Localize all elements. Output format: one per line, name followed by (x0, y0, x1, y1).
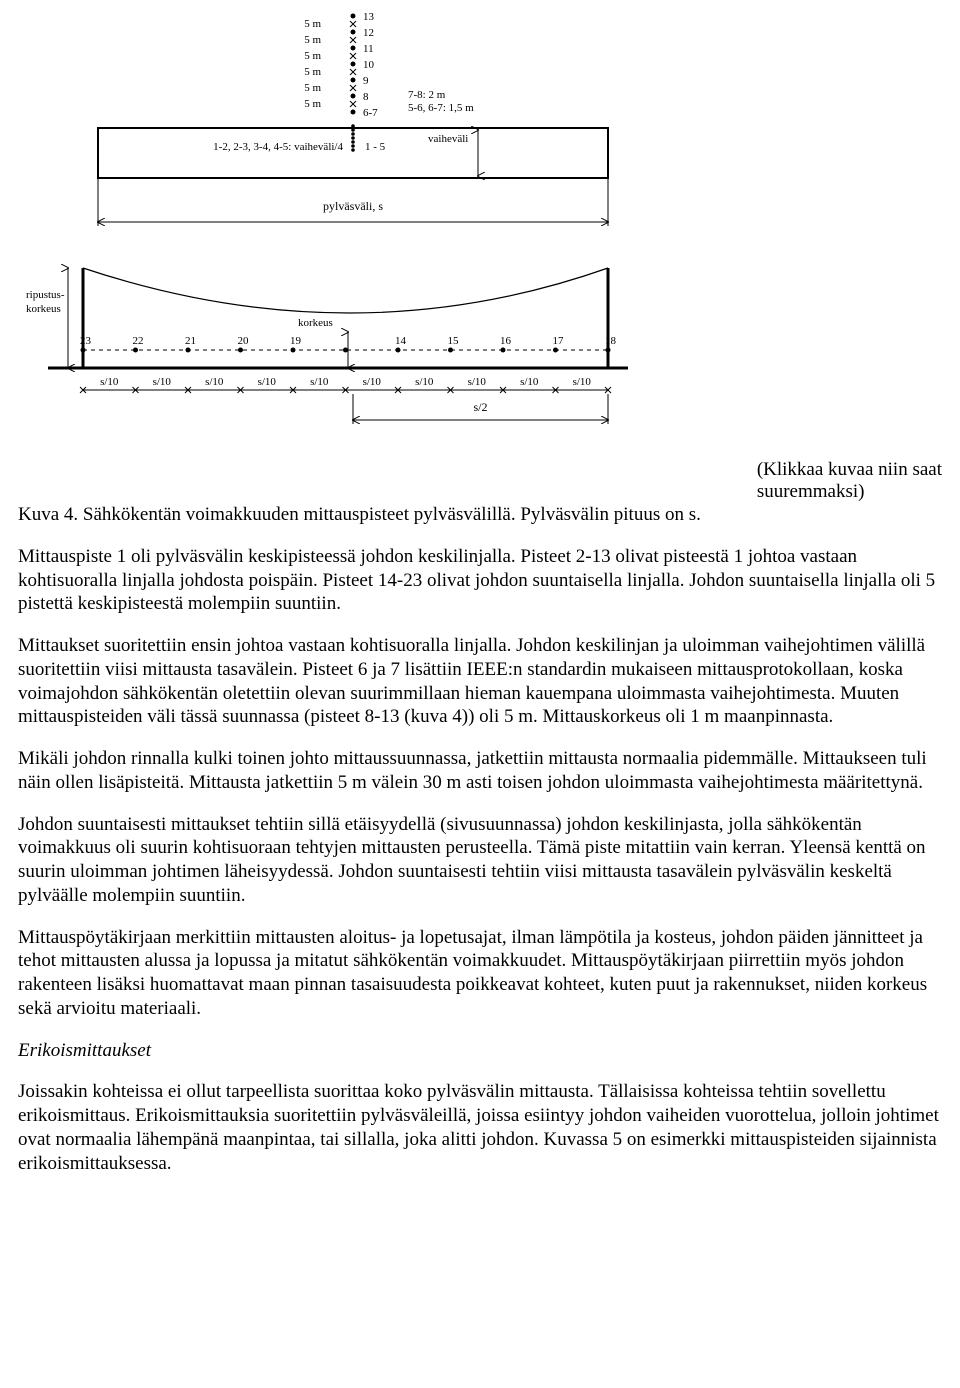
svg-text:12: 12 (363, 27, 374, 39)
svg-text:19: 19 (290, 335, 302, 347)
svg-text:9: 9 (363, 75, 369, 87)
svg-text:s/10: s/10 (573, 376, 592, 388)
svg-text:s/10: s/10 (153, 376, 172, 388)
svg-text:8: 8 (363, 91, 369, 103)
figure-caption: Kuva 4. Sähkökentän voimakkuuden mittaus… (18, 503, 942, 527)
svg-text:6-7: 6-7 (363, 107, 378, 119)
svg-text:korkeus: korkeus (26, 303, 61, 315)
svg-text:10: 10 (363, 59, 375, 71)
click-hint-2: suuremmaksi) (757, 481, 865, 502)
svg-text:5 m: 5 m (304, 34, 321, 46)
svg-text:vaiheväli: vaiheväli (428, 133, 468, 145)
svg-text:5 m: 5 m (304, 18, 321, 30)
svg-text:ripustus-: ripustus- (26, 289, 65, 301)
svg-text:5 m: 5 m (304, 66, 321, 78)
svg-text:16: 16 (500, 335, 512, 347)
svg-text:22: 22 (133, 335, 144, 347)
svg-text:20: 20 (238, 335, 250, 347)
paragraph-5: Mittauspöytäkirjaan merkittiin mittauste… (18, 926, 942, 1021)
svg-text:s/10: s/10 (468, 376, 487, 388)
svg-text:s/10: s/10 (363, 376, 382, 388)
svg-text:1 - 5: 1 - 5 (365, 141, 386, 153)
svg-text:s/10: s/10 (258, 376, 277, 388)
svg-text:21: 21 (185, 335, 196, 347)
svg-text:15: 15 (448, 335, 460, 347)
paragraph-3: Mikäli johdon rinnalla kulki toinen joht… (18, 747, 942, 795)
svg-text:s/10: s/10 (205, 376, 224, 388)
svg-text:18: 18 (605, 335, 617, 347)
svg-text:7-8: 2 m: 7-8: 2 m (408, 89, 446, 101)
svg-text:s/10: s/10 (100, 376, 119, 388)
svg-text:s/10: s/10 (415, 376, 434, 388)
caption-text: Sähkökentän voimakkuuden mittauspisteet … (78, 504, 701, 525)
svg-text:13: 13 (363, 11, 375, 23)
svg-text:5-6, 6-7: 1,5 m: 5-6, 6-7: 1,5 m (408, 102, 474, 114)
paragraph-6: Joissakin kohteissa ei ollut tarpeellist… (18, 1080, 942, 1175)
svg-text:17: 17 (553, 335, 565, 347)
svg-text:1-2, 2-3, 3-4, 4-5: vaiheväli/: 1-2, 2-3, 3-4, 4-5: vaiheväli/4 (213, 141, 343, 153)
svg-text:s/10: s/10 (310, 376, 329, 388)
paragraph-1: Mittauspiste 1 oli pylväsvälin keskipist… (18, 545, 942, 616)
svg-text:14: 14 (395, 335, 407, 347)
svg-text:s/2: s/2 (473, 400, 487, 414)
svg-text:korkeus: korkeus (298, 317, 333, 329)
svg-text:5 m: 5 m (304, 82, 321, 94)
caption-prefix: Kuva 4. (18, 504, 78, 525)
click-hint-1: (Klikkaa kuvaa niin saat (757, 459, 942, 480)
svg-text:pylväsväli, s: pylväsväli, s (323, 199, 383, 213)
section-title: Erikoismittaukset (18, 1039, 942, 1063)
svg-text:5 m: 5 m (304, 98, 321, 110)
figure-diagram[interactable]: 13 5 m 12 5 m 11 5 m 10 5 m 9 5 m 8 5 m 6-7 7-8: 2 m5… (18, 8, 638, 453)
svg-text:11: 11 (363, 43, 374, 55)
svg-text:s/10: s/10 (520, 376, 539, 388)
paragraph-4: Johdon suuntaisesti mittaukset tehtiin s… (18, 813, 942, 908)
paragraph-2: Mittaukset suoritettiin ensin johtoa vas… (18, 634, 942, 729)
svg-text:23: 23 (80, 335, 92, 347)
svg-text:5 m: 5 m (304, 50, 321, 62)
